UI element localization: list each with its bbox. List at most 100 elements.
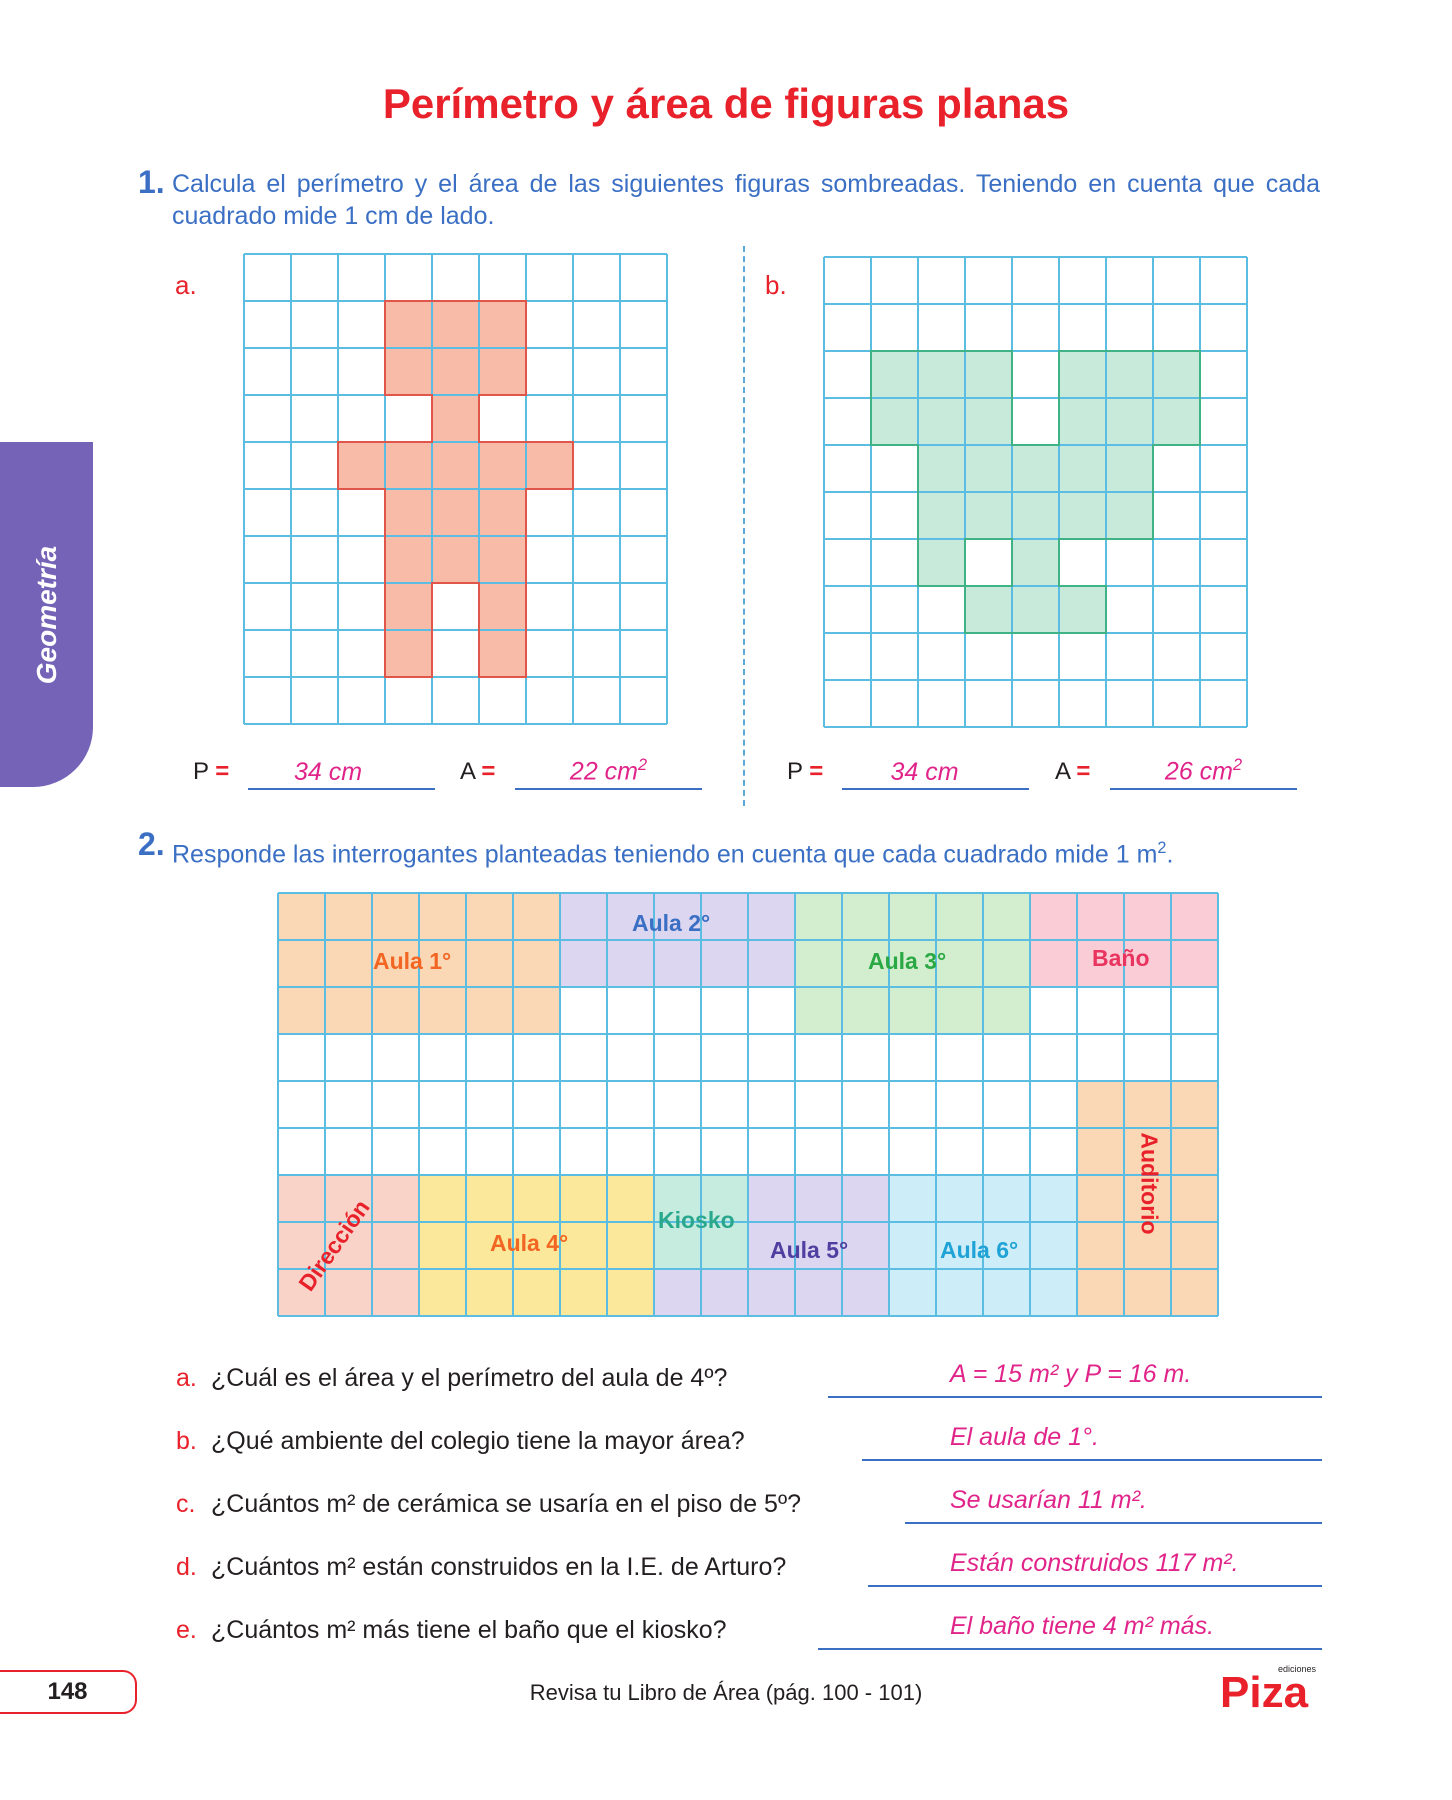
figure-b-area-line: [1110, 788, 1297, 790]
figure-a-shaded-cell: [479, 442, 526, 489]
figure-a-shaded-cell: [385, 489, 432, 536]
question-2-number: 2.: [138, 826, 165, 862]
room-kiosko: Kiosko: [658, 1207, 735, 1233]
figure-divider: [743, 246, 745, 806]
figure-b-shaded-cell: [1059, 492, 1106, 539]
room-bano: Baño: [1092, 945, 1150, 971]
figure-a-perimeter-label: P =: [193, 758, 230, 785]
figure-b-perimeter-answer[interactable]: 34 cm: [890, 758, 959, 786]
figure-a-grid: [243, 253, 668, 725]
question-2-item-answer-line: [862, 1459, 1322, 1461]
question-2-item-text: ¿Cuántos m² de cerámica se usaría en el …: [211, 1490, 801, 1518]
school-plan-grid: [277, 892, 1219, 1317]
section-tab: Geometría: [0, 442, 93, 787]
room-aula-4: Aula 4°: [490, 1230, 569, 1256]
plan-aula-5: [748, 1175, 889, 1316]
figure-a-shaded-cell: [479, 536, 526, 583]
figure-b-label: b.: [765, 270, 787, 300]
figure-a-perimeter-line: [248, 788, 435, 790]
figure-b-area-label: A =: [1055, 758, 1091, 785]
figure-b-shaded-cell: [1153, 351, 1200, 398]
figure-b-shaded-cell: [965, 351, 1012, 398]
question-2-item-answer-line: [818, 1648, 1322, 1650]
question-2-item-text: ¿Qué ambiente del colegio tiene la mayor…: [211, 1427, 745, 1455]
figure-a-shaded-cell: [385, 583, 432, 630]
figure-a-shaded-cell: [385, 301, 432, 348]
figure-b-shaded-cell: [965, 398, 1012, 445]
question-1-text: Calcula el perímetro y el área de las si…: [172, 170, 1320, 230]
figure-a-shaded-cell: [385, 536, 432, 583]
question-2-item-text: ¿Cuál es el área y el perímetro del aula…: [211, 1364, 728, 1392]
figure-b-shaded-cell: [1012, 445, 1059, 492]
figure-b-shaded-cell: [1106, 492, 1153, 539]
question-2-item-letter: c.: [176, 1490, 196, 1518]
figure-a-shaded-cell: [479, 583, 526, 630]
figure-a-outline: [337, 300, 574, 678]
footer-reference: Revisa tu Libro de Área (pág. 100 - 101): [529, 1680, 923, 1705]
room-aula-3: Aula 3°: [868, 948, 947, 974]
question-2-item-letter: b.: [176, 1427, 197, 1455]
room-aula-5: Aula 5°: [770, 1237, 849, 1263]
question-2-item-letter: a.: [176, 1364, 197, 1392]
figure-a-area-label: A =: [460, 758, 496, 785]
figure-a-shaded-cell: [432, 536, 479, 583]
figure-b-outline: [870, 350, 1201, 634]
figure-b-shaded-cell: [871, 351, 918, 398]
figure-b-shaded-cell: [918, 539, 965, 586]
figure-b-shaded-cell: [1106, 398, 1153, 445]
figure-b-shaded-cell: [1059, 351, 1106, 398]
figure-a-shaded-cell: [385, 630, 432, 677]
figure-a-label: a.: [175, 270, 197, 300]
figure-a-shaded-cell: [432, 395, 479, 442]
question-2-item-answer[interactable]: El baño tiene 4 m² más.: [950, 1612, 1215, 1640]
logo-subtitle: ediciones: [1278, 1664, 1317, 1674]
section-tab-label: Geometría: [30, 545, 62, 684]
figure-a-shaded-cell: [479, 301, 526, 348]
figure-b-area-answer[interactable]: 26 cm2: [1164, 756, 1243, 786]
figure-b-perimeter-line: [842, 788, 1029, 790]
question-2-item-answer[interactable]: Están construidos 117 m².: [950, 1549, 1239, 1577]
question-2-item-answer-line: [905, 1522, 1322, 1524]
question-2-item-answer[interactable]: El aula de 1°.: [950, 1423, 1099, 1451]
figure-b-shaded-cell: [918, 445, 965, 492]
question-2-item-text: ¿Cuántos m² están construidos en la I.E.…: [211, 1553, 787, 1581]
figure-a-shaded-cell: [432, 442, 479, 489]
figure-a-shaded-cell: [338, 442, 385, 489]
figure-b-shaded-cell: [965, 445, 1012, 492]
figure-a-shaded-cell: [432, 348, 479, 395]
question-2-item-answer[interactable]: A = 15 m² y P = 16 m.: [950, 1360, 1192, 1388]
figure-b-shaded-cell: [1153, 398, 1200, 445]
question-2-item-answer-line: [868, 1585, 1322, 1587]
figure-b-shaded-cell: [965, 586, 1012, 633]
figure-b-shaded-cell: [918, 492, 965, 539]
figure-b-shaded-cell: [1059, 398, 1106, 445]
figure-a-shaded-cell: [479, 630, 526, 677]
figure-a-area-answer[interactable]: 22 cm2: [569, 756, 648, 786]
figure-a-area-line: [515, 788, 702, 790]
page-number: 148: [0, 1670, 137, 1714]
figure-b-shaded-cell: [918, 398, 965, 445]
figure-a-shaded-cell: [526, 442, 573, 489]
plan-auditorio: [1077, 1081, 1218, 1316]
question-2-item-text: ¿Cuántos m² más tiene el baño que el kio…: [211, 1616, 727, 1644]
figure-a-perimeter-answer[interactable]: 34 cm: [293, 758, 363, 786]
figure-a-shaded-cell: [432, 489, 479, 536]
figure-a-shaded-cell: [385, 442, 432, 489]
figure-a-shaded-cell: [479, 489, 526, 536]
question-2-item-answer[interactable]: Se usarían 11 m².: [950, 1486, 1147, 1514]
figure-b-shaded-cell: [871, 398, 918, 445]
page-title: Perímetro y área de figuras planas: [382, 80, 1070, 127]
plan-direccion: [278, 1175, 419, 1316]
plan-aula-4: [419, 1175, 654, 1316]
figure-b-shaded-cell: [1012, 539, 1059, 586]
room-aula-1: Aula 1°: [373, 948, 452, 974]
figure-a-shaded-cell: [432, 301, 479, 348]
room-auditorio: Auditorio: [1136, 1132, 1163, 1235]
figure-b-shaded-cell: [1059, 586, 1106, 633]
plan-aula-3: [795, 893, 1030, 1034]
question-1-number: 1.: [138, 164, 165, 200]
figure-b-perimeter-label: P =: [787, 758, 824, 785]
figure-b-shaded-cell: [1012, 492, 1059, 539]
question-2-item-answer-line: [828, 1396, 1322, 1398]
figure-a-shaded-cell: [385, 348, 432, 395]
